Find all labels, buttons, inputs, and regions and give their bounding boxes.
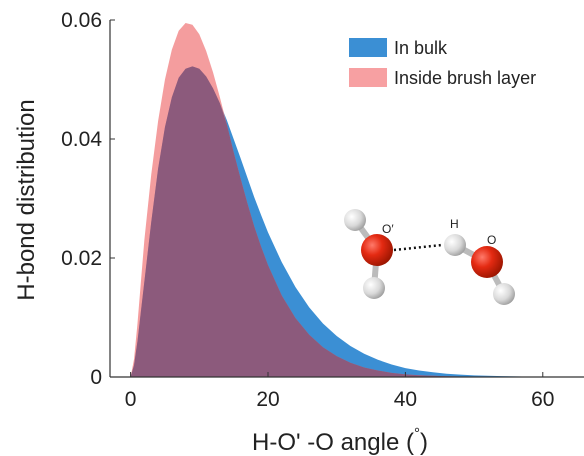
hbond-dotted-line: [393, 243, 443, 252]
oxygen-prime-atom: [361, 234, 393, 266]
legend-swatch-brush: [349, 68, 387, 87]
y-tick-label: 0.04: [61, 128, 102, 151]
y-tick-label: 0.06: [61, 9, 102, 32]
label-h: H: [450, 217, 459, 231]
x-axis-label-prefix: H-O' -O angle (: [252, 429, 414, 456]
hydrogen-atom-3: [493, 283, 515, 305]
x-tick-label: 0: [125, 388, 137, 411]
legend-swatch-bulk: [349, 38, 387, 57]
molecule-diagram: O′ H O: [344, 209, 515, 305]
x-axis-label: H-O' -O angle (°): [252, 425, 428, 456]
y-axis-label: H-bond distribution: [13, 99, 40, 300]
y-tick-label: 0.02: [61, 247, 102, 270]
x-axis-label-suffix: ): [420, 429, 428, 456]
x-tick-label: 40: [394, 388, 417, 411]
hydrogen-atom-1: [344, 209, 366, 231]
legend-label-bulk: In bulk: [394, 38, 448, 58]
legend-label-brush: Inside brush layer: [394, 68, 536, 88]
y-tick-label: 0: [90, 366, 102, 389]
hydrogen-atom-2: [363, 277, 385, 299]
x-tick-label: 20: [256, 388, 279, 411]
oxygen-atom: [471, 246, 503, 278]
series-overlap-area: [130, 66, 584, 377]
legend: In bulk Inside brush layer: [349, 38, 536, 88]
label-o-prime: O′: [382, 222, 394, 236]
label-o: O: [487, 233, 496, 247]
x-axis-label-degree: °: [414, 425, 420, 442]
axes: [109, 20, 584, 378]
ticks: 0 20 40 60 0 0.02 0.04 0.06: [61, 9, 554, 411]
plot-area: [130, 22, 584, 377]
x-tick-label: 60: [531, 388, 554, 411]
hydrogen-atom-bridge: [444, 234, 466, 256]
series-layer: [130, 22, 584, 377]
